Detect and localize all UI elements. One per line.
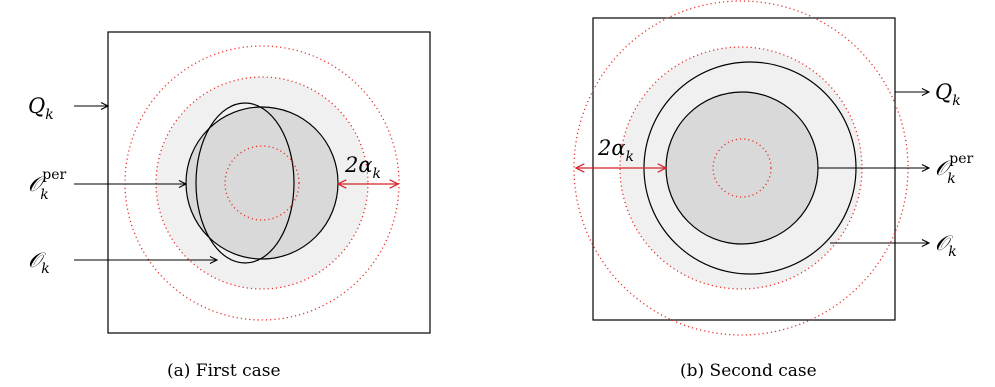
- label-q: Qk: [28, 94, 54, 123]
- label-q: Qk: [935, 80, 961, 109]
- label-alpha: 2αk: [597, 136, 634, 165]
- label-alpha: 2αk: [344, 153, 381, 182]
- ellipse-o: [195, 102, 295, 264]
- panel-first-case: Qk 𝒪per k 𝒪k 2αk (a) First case: [28, 31, 431, 381]
- caption-a: (a) First case: [167, 361, 281, 381]
- label-o: 𝒪k: [28, 248, 50, 277]
- label-o-per: 𝒪per k: [28, 167, 66, 203]
- disc-o-per: [665, 91, 819, 245]
- label-o: 𝒪k: [935, 231, 957, 260]
- square-q: [107, 31, 431, 334]
- label-o-per: 𝒪per k: [935, 151, 973, 187]
- inner-dotted-circle: [712, 138, 772, 198]
- panel-second-case: Qk 𝒪per k 𝒪k 2αk (b) Second case: [573, 0, 973, 381]
- inner-dotted-circle: [224, 145, 300, 221]
- caption-b: (b) Second case: [680, 361, 817, 381]
